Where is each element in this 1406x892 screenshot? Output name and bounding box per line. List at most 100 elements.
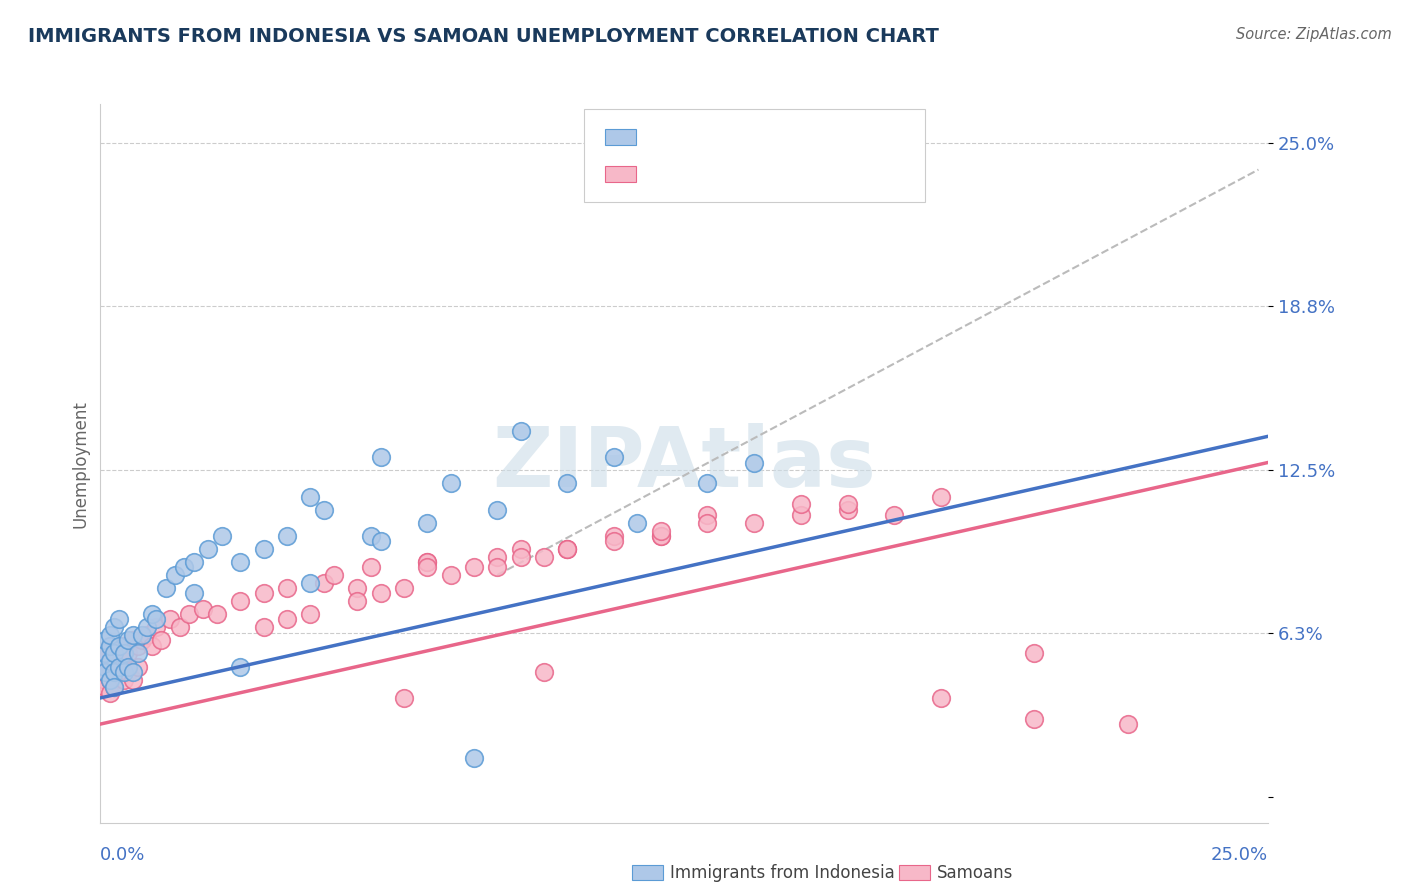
- Point: [103, 620, 125, 634]
- Point: [650, 529, 672, 543]
- Point: [486, 502, 509, 516]
- Point: [229, 594, 252, 608]
- Point: [533, 549, 555, 564]
- Point: [94, 647, 117, 661]
- Point: [103, 681, 125, 695]
- Point: [509, 424, 531, 438]
- Point: [742, 516, 765, 530]
- Point: [509, 549, 531, 564]
- Point: [603, 534, 626, 549]
- Point: [314, 502, 336, 516]
- Point: [122, 633, 145, 648]
- Point: [98, 639, 121, 653]
- Point: [696, 476, 718, 491]
- Point: [177, 607, 200, 622]
- Point: [509, 541, 531, 556]
- Point: [229, 659, 252, 673]
- Point: [94, 659, 117, 673]
- Point: [253, 586, 276, 600]
- Point: [103, 681, 125, 695]
- Point: [205, 607, 228, 622]
- Y-axis label: Unemployment: Unemployment: [72, 400, 89, 528]
- Point: [370, 450, 392, 465]
- Point: [837, 502, 859, 516]
- Point: [141, 639, 163, 653]
- Point: [94, 647, 117, 661]
- Point: [94, 665, 117, 679]
- Point: [463, 560, 485, 574]
- Point: [360, 529, 382, 543]
- Point: [191, 602, 214, 616]
- Point: [98, 654, 121, 668]
- Point: [742, 456, 765, 470]
- Point: [98, 673, 121, 687]
- Point: [183, 555, 205, 569]
- Point: [108, 665, 131, 679]
- Point: [416, 555, 439, 569]
- Point: [117, 633, 139, 648]
- Point: [94, 681, 117, 695]
- Point: [696, 508, 718, 522]
- Point: [112, 639, 135, 653]
- Point: [1024, 712, 1046, 726]
- Point: [103, 647, 125, 661]
- Point: [117, 665, 139, 679]
- Point: [136, 628, 159, 642]
- Point: [127, 639, 149, 653]
- Text: 25.0%: 25.0%: [1211, 846, 1268, 863]
- Point: [557, 541, 579, 556]
- Point: [145, 612, 167, 626]
- Point: [299, 607, 322, 622]
- Text: Immigrants from Indonesia: Immigrants from Indonesia: [671, 863, 894, 881]
- Point: [94, 673, 117, 687]
- Point: [370, 586, 392, 600]
- Point: [276, 581, 298, 595]
- Point: [837, 497, 859, 511]
- Point: [370, 534, 392, 549]
- Point: [557, 541, 579, 556]
- Point: [112, 647, 135, 661]
- Point: [360, 560, 382, 574]
- Point: [211, 529, 233, 543]
- Point: [173, 560, 195, 574]
- Point: [112, 665, 135, 679]
- Point: [108, 647, 131, 661]
- Point: [322, 568, 344, 582]
- Point: [108, 612, 131, 626]
- Point: [650, 524, 672, 538]
- Point: [276, 612, 298, 626]
- Point: [117, 647, 139, 661]
- Point: [94, 654, 117, 668]
- Point: [696, 516, 718, 530]
- Point: [183, 586, 205, 600]
- Point: [603, 450, 626, 465]
- Text: 0.0%: 0.0%: [100, 846, 146, 863]
- Point: [94, 633, 117, 648]
- Point: [1116, 717, 1139, 731]
- Point: [416, 516, 439, 530]
- Point: [112, 673, 135, 687]
- Point: [346, 581, 368, 595]
- Point: [1024, 647, 1046, 661]
- Point: [122, 665, 145, 679]
- Point: [392, 690, 415, 705]
- Point: [98, 628, 121, 642]
- Point: [98, 659, 121, 673]
- Point: [136, 620, 159, 634]
- Point: [98, 673, 121, 687]
- Point: [103, 647, 125, 661]
- Point: [98, 686, 121, 700]
- Point: [929, 690, 952, 705]
- Text: R = 0.568   N = 53: R = 0.568 N = 53: [647, 128, 817, 146]
- Point: [229, 555, 252, 569]
- Point: [299, 490, 322, 504]
- Point: [790, 497, 813, 511]
- Point: [127, 647, 149, 661]
- Text: Source: ZipAtlas.com: Source: ZipAtlas.com: [1236, 27, 1392, 42]
- Point: [103, 665, 125, 679]
- Point: [108, 659, 131, 673]
- Point: [145, 620, 167, 634]
- Point: [112, 654, 135, 668]
- Point: [131, 633, 153, 648]
- Text: Samoans: Samoans: [938, 863, 1014, 881]
